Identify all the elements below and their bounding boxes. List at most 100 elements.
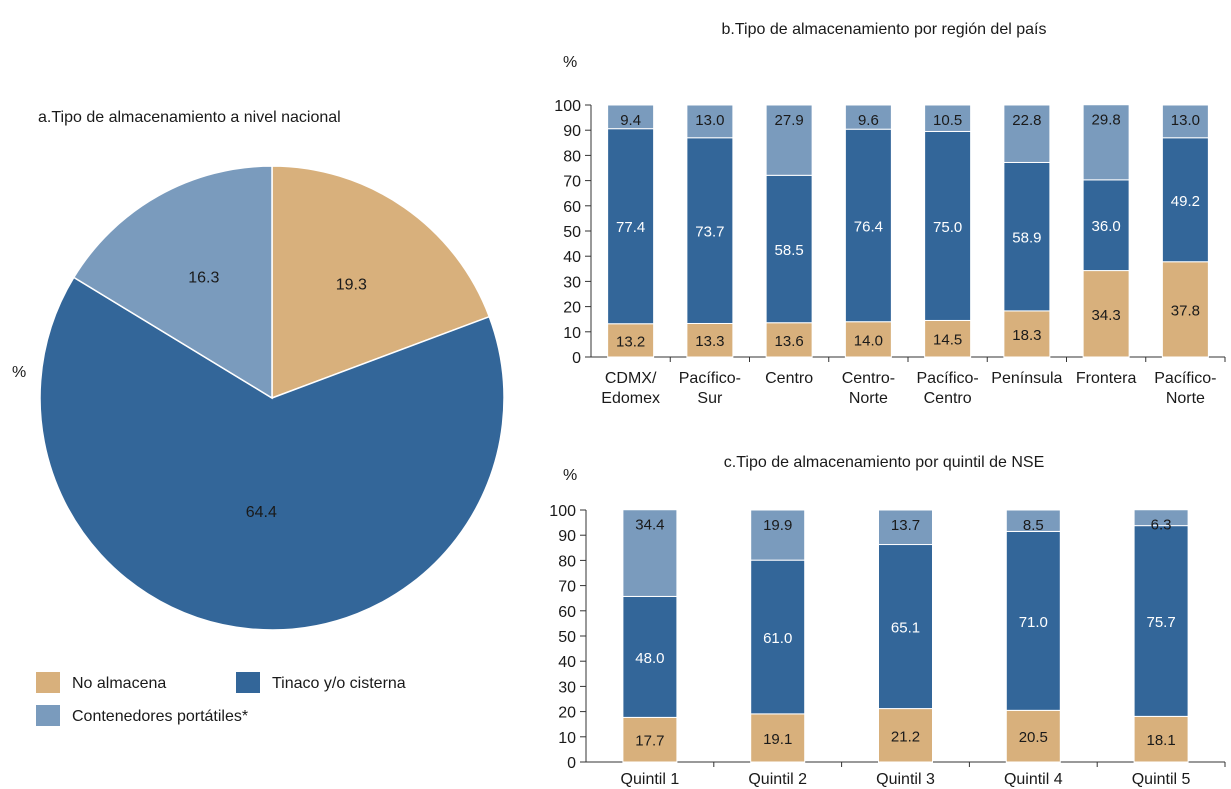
bar-data-label: 6.3: [1151, 517, 1172, 534]
bar-data-label: 58.9: [1012, 230, 1041, 247]
y-tick-label: 0: [572, 350, 581, 367]
bar-data-label: 19.9: [763, 517, 792, 534]
bar-data-label: 10.5: [933, 112, 962, 129]
y-tick-label: 90: [563, 123, 581, 140]
pie-slice-label-2: 64.4: [246, 504, 277, 521]
bar-segment: [924, 104, 972, 132]
bar-segment: [878, 708, 933, 763]
bar-segment: [1003, 104, 1051, 163]
bar-data-label: 75.0: [933, 219, 962, 236]
bar-segment: [1161, 104, 1209, 139]
bar-segment: [1003, 161, 1051, 312]
bar-data-label: 13.6: [775, 333, 804, 350]
y-tick-label: 80: [558, 553, 576, 570]
bar-data-label: 14.5: [933, 332, 962, 349]
y-tick-label: 60: [558, 604, 576, 621]
bar-data-label: 13.7: [891, 517, 920, 534]
bar-segment: [765, 104, 813, 176]
x-tick-label: Península: [991, 370, 1062, 387]
legend-label-2: Tinaco y/o cisterna: [272, 675, 406, 692]
y-tick-label: 0: [567, 755, 576, 772]
bar-segment: [750, 713, 806, 763]
x-tick-label: Edomex: [601, 390, 660, 407]
bar-chart-quintile: c.Tipo de almacenamiento por quintil de …: [549, 454, 1226, 788]
bar-segment: [1082, 270, 1130, 358]
bar-data-label: 73.7: [695, 224, 724, 241]
bar-data-label: 34.4: [635, 517, 664, 534]
x-tick-label: Centro-: [842, 370, 895, 387]
bar-data-label: 19.1: [763, 731, 792, 748]
y-tick-label: 70: [563, 174, 581, 191]
x-tick-label: Pacífico-: [1154, 370, 1216, 387]
bar-segment: [924, 319, 972, 358]
bar-data-label: 13.0: [1171, 112, 1200, 129]
pie-slice-label-1: 19.3: [336, 277, 367, 294]
x-tick-label: CDMX/: [605, 370, 657, 387]
bar-segment: [1082, 179, 1130, 272]
pie-slice-2: [39, 276, 505, 631]
bar-segment: [686, 137, 734, 324]
bar-data-label: 37.8: [1171, 302, 1200, 319]
bar-data-label: 71.0: [1019, 614, 1048, 631]
y-tick-label: 100: [554, 98, 581, 115]
bar-data-label: 20.5: [1019, 729, 1048, 746]
legend-swatch-3: [36, 705, 60, 726]
y-tick-label: 20: [558, 705, 576, 722]
bar-segment: [878, 544, 933, 710]
bar-data-label: 8.5: [1023, 517, 1044, 534]
y-tick-label: 10: [563, 325, 581, 342]
x-tick-label: Quintil 4: [1004, 771, 1063, 788]
bar-data-label: 21.2: [891, 728, 920, 745]
bar-data-label: 76.4: [854, 218, 883, 235]
pie-unit-label: %: [12, 364, 26, 381]
x-tick-label: Centro: [765, 370, 813, 387]
bar-data-label: 13.3: [695, 333, 724, 350]
bar-data-label: 36.0: [1092, 218, 1121, 235]
x-tick-label: Centro: [924, 390, 972, 407]
y-tick-label: 20: [563, 300, 581, 317]
bar-data-label: 18.1: [1146, 732, 1175, 749]
x-tick-label: Sur: [697, 390, 723, 407]
bar-segment: [686, 322, 734, 358]
bar-data-label: 75.7: [1146, 614, 1175, 631]
bar-data-label: 9.4: [620, 112, 641, 129]
bar-data-label: 17.7: [635, 733, 664, 750]
bar-data-label: 22.8: [1012, 112, 1041, 129]
bar-data-label: 13.2: [616, 333, 645, 350]
bar-data-label: 65.1: [891, 620, 920, 637]
bar-data-label: 14.0: [854, 332, 883, 349]
y-tick-label: 90: [558, 528, 576, 545]
bar-segment: [1005, 709, 1061, 763]
bar-segment: [622, 509, 678, 597]
bar-segment: [1133, 715, 1189, 763]
bar-data-label: 58.5: [775, 242, 804, 259]
x-tick-label: Quintil 2: [748, 771, 807, 788]
x-tick-label: Quintil 1: [621, 771, 680, 788]
bar-segment: [686, 104, 734, 139]
y-tick-label: 30: [563, 274, 581, 291]
bar-segment: [1161, 137, 1209, 263]
legend-label-3: Contenedores portátiles*: [72, 708, 248, 725]
pie-slice-1: [271, 165, 491, 400]
bar-segment: [844, 104, 892, 130]
bar-data-label: 34.3: [1092, 307, 1121, 324]
x-tick-label: Pacífico-: [917, 370, 979, 387]
bar-chart-region: b.Tipo de almacenamiento por región del …: [554, 21, 1226, 407]
bar-data-label: 13.0: [695, 112, 724, 129]
y-tick-label: 10: [558, 730, 576, 747]
y-tick-label: 50: [558, 629, 576, 646]
x-tick-label: Pacífico-: [679, 370, 741, 387]
bar-data-label: 61.0: [763, 630, 792, 647]
y-axis-unit: %: [563, 467, 577, 484]
legend-swatch-1: [36, 672, 60, 693]
bar-segment: [765, 174, 813, 324]
y-axis-unit: %: [563, 54, 577, 71]
bar-data-label: 27.9: [775, 112, 804, 129]
pie-slice-label-3: 16.3: [188, 270, 219, 287]
legend-label-1: No almacena: [72, 675, 166, 692]
legend: No almacena Tinaco y/o cisterna Contenedor…: [36, 672, 406, 726]
x-tick-label: Norte: [849, 390, 888, 407]
y-tick-label: 60: [563, 199, 581, 216]
bar-segment: [878, 509, 933, 546]
